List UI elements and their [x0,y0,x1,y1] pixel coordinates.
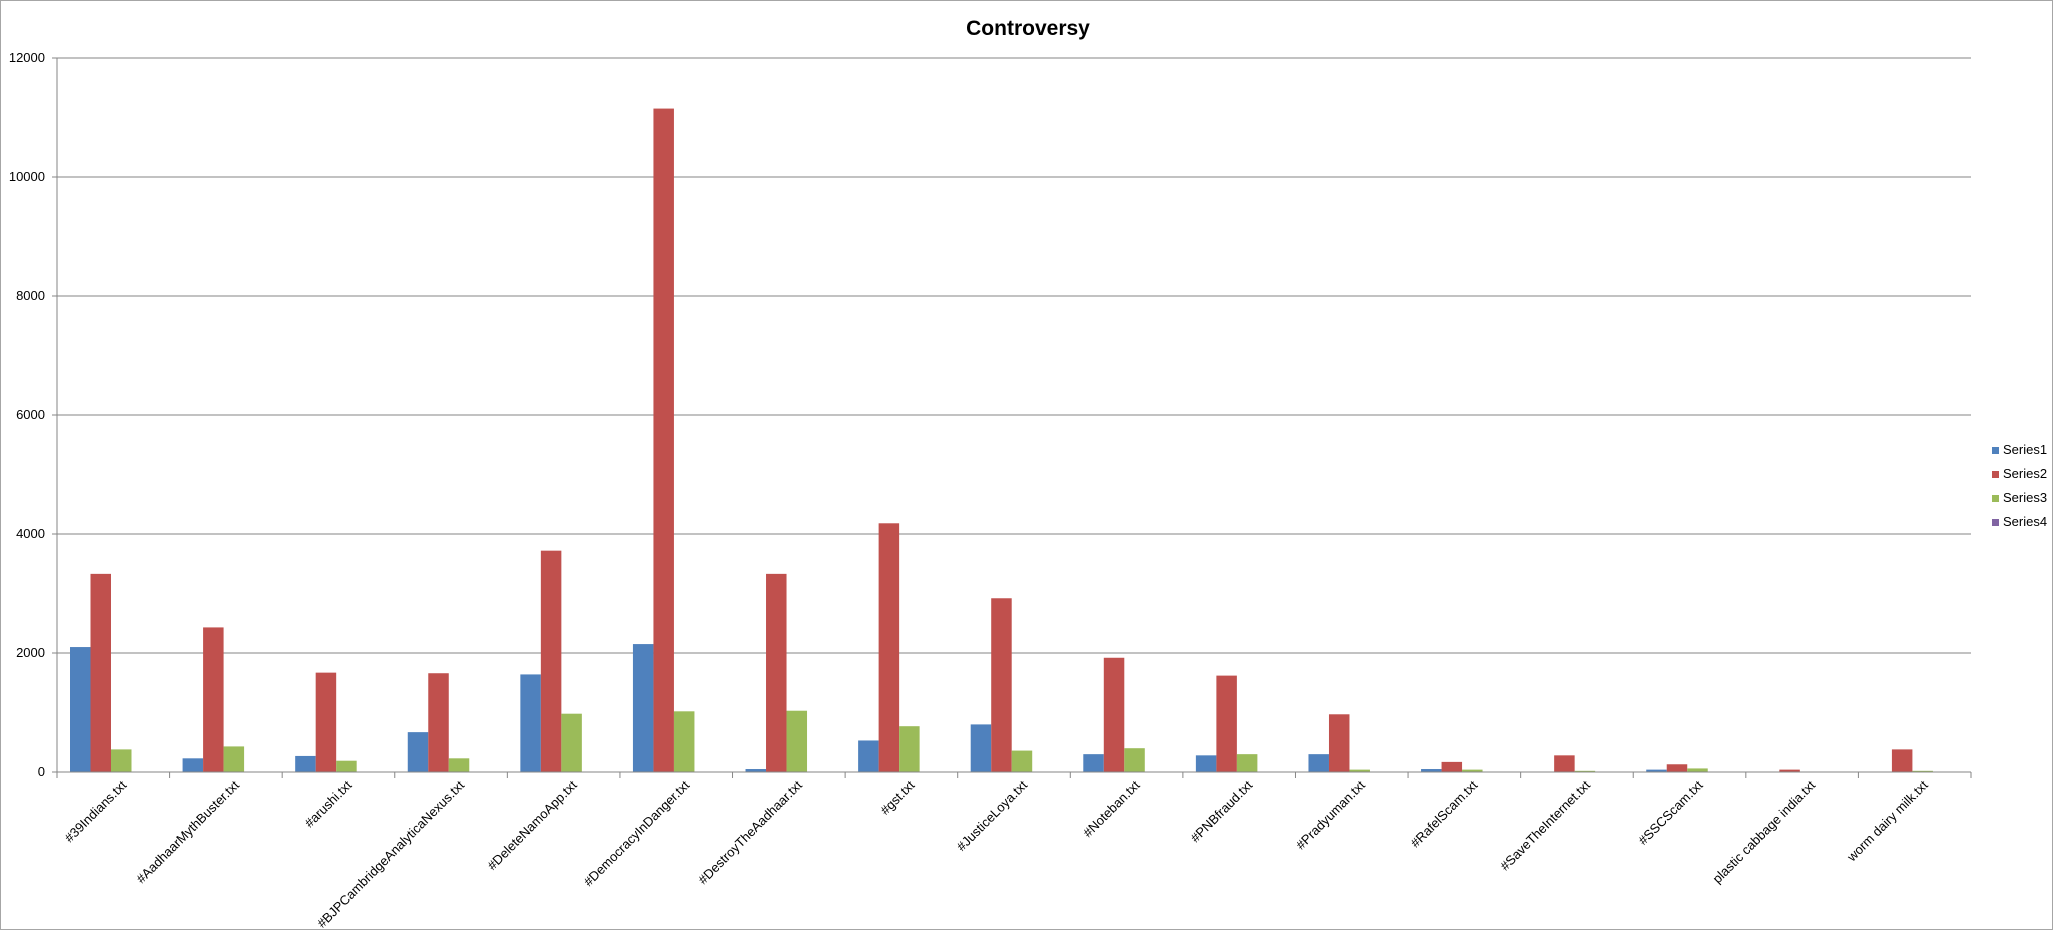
x-tick-label: #DeleteNamoApp.txt [484,777,580,873]
y-tick-label: 12000 [9,50,45,65]
legend-label-series1: Series1 [2003,442,2047,457]
legend: Series1 Series2 Series3 Series4 [1992,442,2047,529]
x-tick-label: #AadhaarMythBuster.txt [133,777,242,886]
y-tick-label: 6000 [16,407,45,422]
bar-series3-14 [1687,768,1708,772]
bar-series1-14 [1646,769,1667,772]
y-tick-label: 0 [38,764,45,779]
bar-series1-4 [520,674,541,772]
gridlines [57,57,1971,654]
legend-label-series2: Series2 [2003,466,2047,481]
y-tick-label: 10000 [9,169,45,184]
bar-series1-9 [1083,754,1104,772]
bar-series3-10 [1236,754,1258,772]
x-tick-label: #Noteban.txt [1080,777,1143,840]
bar-series2-9 [1103,657,1125,772]
bar-series2-4 [540,550,562,772]
x-tick-label: #arushi.txt [302,777,355,830]
bar-series2-5 [653,108,674,772]
bar-series3-5 [673,711,695,772]
bar-series2-3 [428,673,449,772]
x-axis-labels: #39Indians.txt #AadhaarMythBuster.txt #aru… [62,777,1932,930]
bar-series1-10 [1195,755,1217,772]
bar-series3-8 [1011,750,1033,772]
bar-series1-1 [182,758,204,772]
bar-series1-3 [407,732,429,772]
x-tick-label: plastic cabbage india.txt [1710,777,1819,886]
legend-swatch-series3 [1992,495,1999,502]
bar-series3-13 [1574,770,1596,772]
legend-swatch-series4 [1992,519,1999,526]
bar-series2-0 [90,573,111,772]
bar-series3-4 [561,713,582,772]
bar-series1-11 [1308,754,1329,772]
bar-series3-3 [448,758,470,772]
legend-label-series3: Series3 [2003,490,2047,505]
bar-series1-12 [1421,769,1442,772]
bar-series3-2 [336,760,357,772]
bar-series2-12 [1441,761,1463,772]
bar-series1-8 [970,724,992,772]
bar-series3-0 [111,749,132,772]
axes [56,58,1972,778]
bar-series3-1 [223,746,245,772]
bar-series3-9 [1124,748,1145,772]
bar-series2-15 [1779,769,1800,772]
bar-series2-8 [991,598,1012,772]
x-tick-label: #PNBfraud.txt [1187,777,1255,845]
x-tick-label: #DemocracyInDanger.txt [581,777,693,889]
bar-series1-0 [70,647,91,772]
x-tick-label: #Pradyuman.txt [1293,777,1368,852]
bar-series2-11 [1328,714,1350,772]
bar-series2-1 [203,627,224,772]
x-tick-label: #39Indians.txt [62,777,130,845]
bar-series2-2 [315,672,337,772]
bar-series1-2 [295,755,316,772]
legend-swatch-series2 [1992,471,1999,478]
bar-series2-10 [1216,675,1237,772]
bar-series1-5 [632,644,654,772]
bar-series2-16 [1891,749,1913,772]
bar-series2-14 [1666,764,1688,772]
bar-series3-16 [1912,770,1933,772]
y-tick-label: 8000 [16,288,45,303]
y-tick-label: 2000 [16,645,45,660]
legend-swatch-series1 [1992,447,1999,454]
legend-label-series4: Series4 [2003,514,2047,529]
x-tick-label: worm dairy milk.txt [1843,777,1931,865]
y-tick-label: 4000 [16,526,45,541]
x-tick-label: #SSCScam.txt [1635,777,1706,848]
x-tick-label: #gst.txt [877,777,918,818]
bar-series2-13 [1554,755,1575,772]
chart-title: Controversy [966,17,1090,40]
bar-series1-6 [745,769,767,772]
bar-series3-12 [1462,769,1483,772]
bars [70,108,1933,772]
x-tick-label: #JusticeLoya.txt [954,777,1031,854]
x-tick-label: #SaveTheInternet.txt [1497,777,1593,873]
x-tick-label: #RafelScam.txt [1408,777,1481,850]
x-tick-label: #DestroyTheAadhaar.txt [695,777,805,887]
bar-series3-7 [899,726,920,772]
bar-series1-7 [858,740,879,772]
bar-series2-7 [878,523,900,772]
bar-series2-6 [766,573,787,772]
bar-series3-11 [1349,769,1370,772]
bar-series3-6 [786,710,808,772]
y-axis-ticks: 0 2000 4000 6000 8000 10000 12000 [9,50,57,779]
